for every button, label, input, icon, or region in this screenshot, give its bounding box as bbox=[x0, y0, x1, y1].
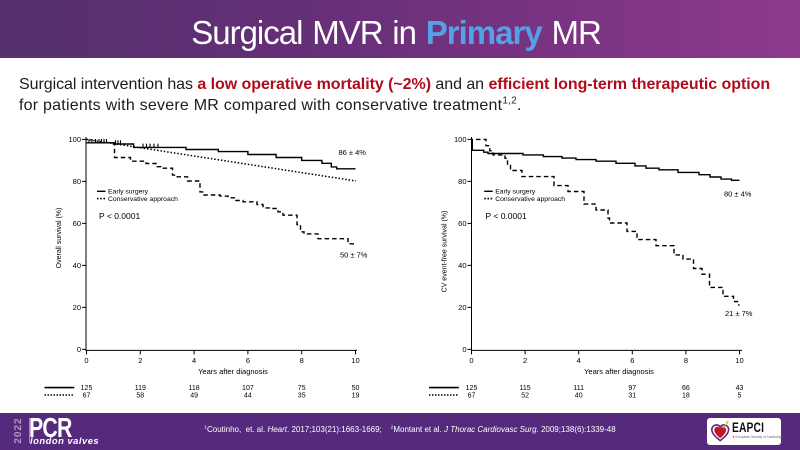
svg-text:111: 111 bbox=[573, 385, 584, 392]
svg-text:66: 66 bbox=[682, 385, 690, 392]
svg-text:100: 100 bbox=[68, 135, 81, 144]
svg-text:5: 5 bbox=[738, 393, 742, 400]
svg-text:80 ± 4%: 80 ± 4% bbox=[724, 190, 752, 199]
svg-text:50: 50 bbox=[352, 385, 360, 392]
svg-text:118: 118 bbox=[189, 385, 200, 392]
svg-text:67: 67 bbox=[468, 393, 476, 400]
svg-text:40: 40 bbox=[73, 261, 81, 270]
svg-text:40: 40 bbox=[458, 261, 466, 270]
svg-text:67: 67 bbox=[83, 393, 91, 400]
svg-text:Years after diagnosis: Years after diagnosis bbox=[584, 367, 654, 376]
svg-text:107: 107 bbox=[242, 385, 254, 392]
svg-text:0: 0 bbox=[469, 356, 473, 365]
svg-text:60: 60 bbox=[458, 219, 466, 228]
svg-text:125: 125 bbox=[466, 385, 478, 392]
svg-text:8: 8 bbox=[684, 356, 688, 365]
svg-text:52: 52 bbox=[521, 393, 529, 400]
svg-text:8: 8 bbox=[300, 356, 304, 365]
svg-text:80: 80 bbox=[458, 177, 466, 186]
svg-text:0: 0 bbox=[77, 345, 81, 354]
svg-text:44: 44 bbox=[244, 393, 252, 400]
svg-text:Early surgery: Early surgery bbox=[495, 189, 536, 196]
svg-text:60: 60 bbox=[73, 219, 81, 228]
svg-text:20: 20 bbox=[73, 303, 81, 312]
svg-text:0: 0 bbox=[84, 356, 88, 365]
svg-text:2: 2 bbox=[138, 356, 142, 365]
svg-text:50 ± 7%: 50 ± 7% bbox=[340, 251, 368, 260]
svg-text:86 ± 4%: 86 ± 4% bbox=[339, 148, 367, 157]
svg-text:Conservative approach: Conservative approach bbox=[495, 196, 565, 203]
svg-text:6: 6 bbox=[630, 356, 634, 365]
svg-text:4: 4 bbox=[192, 356, 196, 365]
svg-text:100: 100 bbox=[454, 135, 467, 144]
svg-text:31: 31 bbox=[628, 393, 636, 400]
svg-text:Overall survival (%): Overall survival (%) bbox=[56, 208, 63, 269]
svg-text:2: 2 bbox=[523, 356, 527, 365]
svg-text:20: 20 bbox=[458, 303, 466, 312]
svg-text:21 ± 7%: 21 ± 7% bbox=[725, 309, 753, 318]
svg-text:125: 125 bbox=[81, 385, 93, 392]
svg-text:58: 58 bbox=[136, 393, 144, 400]
svg-text:18: 18 bbox=[682, 393, 690, 400]
svg-text:0: 0 bbox=[462, 345, 466, 354]
svg-text:Years after diagnosis: Years after diagnosis bbox=[198, 367, 268, 376]
svg-text:80: 80 bbox=[73, 177, 81, 186]
svg-text:35: 35 bbox=[298, 393, 306, 400]
svg-text:P < 0.0001: P < 0.0001 bbox=[99, 211, 140, 221]
svg-text:Early surgery: Early surgery bbox=[108, 189, 149, 196]
svg-text:10: 10 bbox=[735, 356, 743, 365]
svg-text:10: 10 bbox=[351, 356, 359, 365]
svg-text:P < 0.0001: P < 0.0001 bbox=[486, 211, 527, 221]
svg-text:97: 97 bbox=[628, 385, 636, 392]
svg-text:119: 119 bbox=[135, 385, 146, 392]
svg-text:19: 19 bbox=[352, 393, 360, 400]
svg-text:40: 40 bbox=[575, 393, 583, 400]
svg-text:75: 75 bbox=[298, 385, 306, 392]
svg-text:6: 6 bbox=[246, 356, 250, 365]
svg-text:115: 115 bbox=[520, 385, 531, 392]
svg-text:49: 49 bbox=[190, 393, 198, 400]
svg-text:Conservative approach: Conservative approach bbox=[108, 196, 178, 203]
svg-text:4: 4 bbox=[577, 356, 581, 365]
svg-text:43: 43 bbox=[736, 385, 744, 392]
svg-text:CV event-free survival (%): CV event-free survival (%) bbox=[442, 211, 449, 293]
